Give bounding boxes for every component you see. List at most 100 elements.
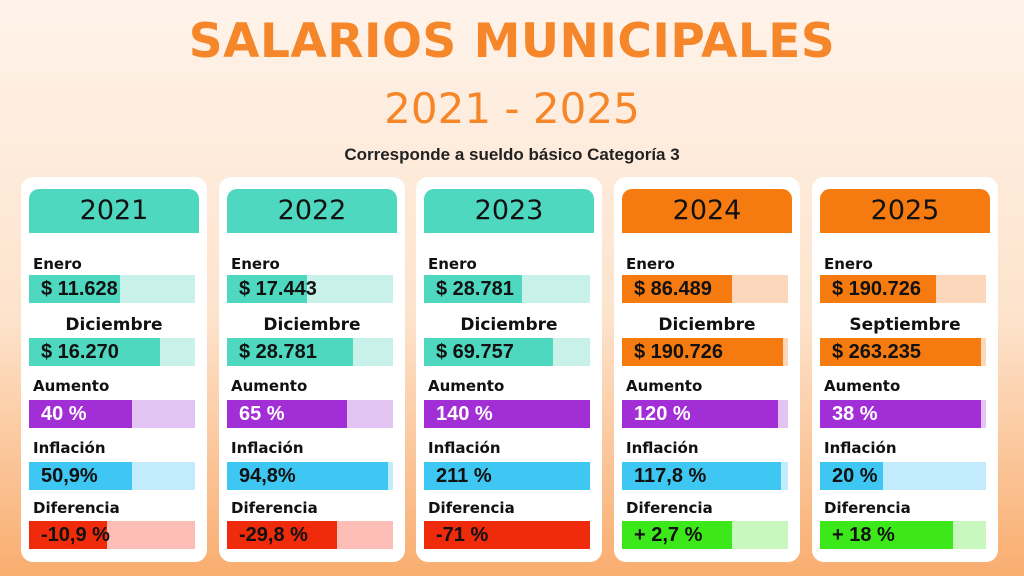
start-bar: $ 28.781 bbox=[424, 275, 590, 303]
raise-value: 140 % bbox=[436, 403, 493, 425]
card-year-header: 2023 bbox=[424, 189, 594, 233]
start-value: $ 17.443 bbox=[239, 278, 317, 300]
subtitle: Corresponde a sueldo básico Categoría 3 bbox=[344, 145, 680, 164]
diff-label: Diferencia bbox=[33, 499, 120, 517]
card-year-header: 2022 bbox=[227, 189, 397, 233]
end-bar-fill bbox=[622, 338, 784, 366]
end-value: $ 16.270 bbox=[41, 341, 119, 363]
raise-bar-fill bbox=[424, 400, 590, 428]
diff-value: -71 % bbox=[436, 524, 489, 546]
start-bar-fill bbox=[820, 275, 937, 303]
raise-value: 40 % bbox=[41, 403, 87, 425]
start-value: $ 86.489 bbox=[634, 278, 712, 300]
start-bar: $ 17.443 bbox=[227, 275, 393, 303]
diff-label: Diferencia bbox=[626, 499, 713, 517]
raise-bar: 65 % bbox=[227, 400, 393, 428]
inflation-value: 20 % bbox=[832, 465, 878, 487]
inflation-value: 94,8% bbox=[239, 465, 296, 487]
diff-bar: + 18 % bbox=[820, 521, 986, 549]
start-value: $ 190.726 bbox=[832, 278, 921, 300]
inflation-bar-fill bbox=[424, 462, 590, 490]
raise-bar: 120 % bbox=[622, 400, 788, 428]
end-value: $ 263.235 bbox=[832, 341, 921, 363]
year-card-2023: 2023 Enero $ 28.781 Diciembre $ 69.757 Aument… bbox=[416, 177, 602, 562]
start-bar: $ 190.726 bbox=[820, 275, 986, 303]
inflation-label: Inflación bbox=[231, 439, 304, 457]
start-label: Enero bbox=[33, 255, 82, 273]
raise-value: 38 % bbox=[832, 403, 878, 425]
start-value: $ 11.628 bbox=[41, 278, 118, 300]
start-bar-fill bbox=[29, 275, 121, 303]
inflation-label: Inflación bbox=[626, 439, 699, 457]
end-value: $ 28.781 bbox=[239, 341, 317, 363]
inflation-bar-fill bbox=[227, 462, 389, 490]
end-bar: $ 28.781 bbox=[227, 338, 393, 366]
raise-value: 120 % bbox=[634, 403, 691, 425]
start-label: Enero bbox=[231, 255, 280, 273]
diff-value: + 18 % bbox=[832, 524, 895, 546]
inflation-bar: 50,9% bbox=[29, 462, 195, 490]
raise-label: Aumento bbox=[33, 377, 110, 395]
end-bar-fill bbox=[820, 338, 982, 366]
end-bar: $ 263.235 bbox=[820, 338, 986, 366]
start-bar-fill bbox=[622, 275, 732, 303]
start-bar: $ 11.628 bbox=[29, 275, 195, 303]
start-value: $ 28.781 bbox=[436, 278, 514, 300]
diff-bar-fill bbox=[622, 521, 732, 549]
card-year-header: 2025 bbox=[820, 189, 990, 233]
inflation-bar-fill bbox=[622, 462, 782, 490]
year-card-2021: 2021 Enero $ 11.628 Diciembre $ 16.270 Aument… bbox=[21, 177, 207, 562]
inflation-value: 211 % bbox=[436, 465, 492, 487]
start-bar: $ 86.489 bbox=[622, 275, 788, 303]
raise-bar-fill bbox=[29, 400, 132, 428]
raise-label: Aumento bbox=[824, 377, 901, 395]
end-label: Diciembre bbox=[658, 315, 756, 335]
inflation-value: 50,9% bbox=[41, 465, 98, 487]
raise-label: Aumento bbox=[428, 377, 505, 395]
diff-bar-fill bbox=[424, 521, 590, 549]
card-year-header: 2021 bbox=[29, 189, 199, 233]
diff-bar-fill bbox=[820, 521, 953, 549]
end-bar-fill bbox=[424, 338, 554, 366]
start-label: Enero bbox=[626, 255, 675, 273]
inflation-bar: 94,8% bbox=[227, 462, 393, 490]
diff-bar-fill bbox=[227, 521, 337, 549]
diff-value: -29,8 % bbox=[239, 524, 308, 546]
diff-label: Diferencia bbox=[231, 499, 318, 517]
end-bar: $ 16.270 bbox=[29, 338, 195, 366]
end-label: Diciembre bbox=[263, 315, 361, 335]
raise-label: Aumento bbox=[626, 377, 703, 395]
diff-bar: -29,8 % bbox=[227, 521, 393, 549]
end-bar: $ 69.757 bbox=[424, 338, 590, 366]
inflation-bar: 211 % bbox=[424, 462, 590, 490]
diff-bar-fill bbox=[29, 521, 108, 549]
end-label: Diciembre bbox=[65, 315, 163, 335]
diff-value: -10,9 % bbox=[41, 524, 110, 546]
inflation-label: Inflación bbox=[33, 439, 106, 457]
raise-bar-fill bbox=[227, 400, 347, 428]
diff-bar: -10,9 % bbox=[29, 521, 195, 549]
raise-label: Aumento bbox=[231, 377, 308, 395]
end-value: $ 69.757 bbox=[436, 341, 514, 363]
inflation-bar-fill bbox=[820, 462, 884, 490]
raise-bar: 38 % bbox=[820, 400, 986, 428]
inflation-label: Inflación bbox=[428, 439, 501, 457]
raise-bar-fill bbox=[622, 400, 779, 428]
raise-bar: 140 % bbox=[424, 400, 590, 428]
inflation-label: Inflación bbox=[824, 439, 897, 457]
year-card-2022: 2022 Enero $ 17.443 Diciembre $ 28.781 Aument… bbox=[219, 177, 405, 562]
end-label: Diciembre bbox=[460, 315, 558, 335]
inflation-bar: 117,8 % bbox=[622, 462, 788, 490]
start-label: Enero bbox=[428, 255, 477, 273]
raise-value: 65 % bbox=[239, 403, 285, 425]
end-bar-fill bbox=[29, 338, 161, 366]
raise-bar: 40 % bbox=[29, 400, 195, 428]
start-label: Enero bbox=[824, 255, 873, 273]
start-bar-fill bbox=[424, 275, 522, 303]
diff-label: Diferencia bbox=[824, 499, 911, 517]
inflation-value: 117,8 % bbox=[634, 465, 707, 487]
diff-label: Diferencia bbox=[428, 499, 515, 517]
page-title: SALARIOS MUNICIPALES bbox=[188, 14, 836, 69]
end-value: $ 190.726 bbox=[634, 341, 723, 363]
diff-value: + 2,7 % bbox=[634, 524, 703, 546]
